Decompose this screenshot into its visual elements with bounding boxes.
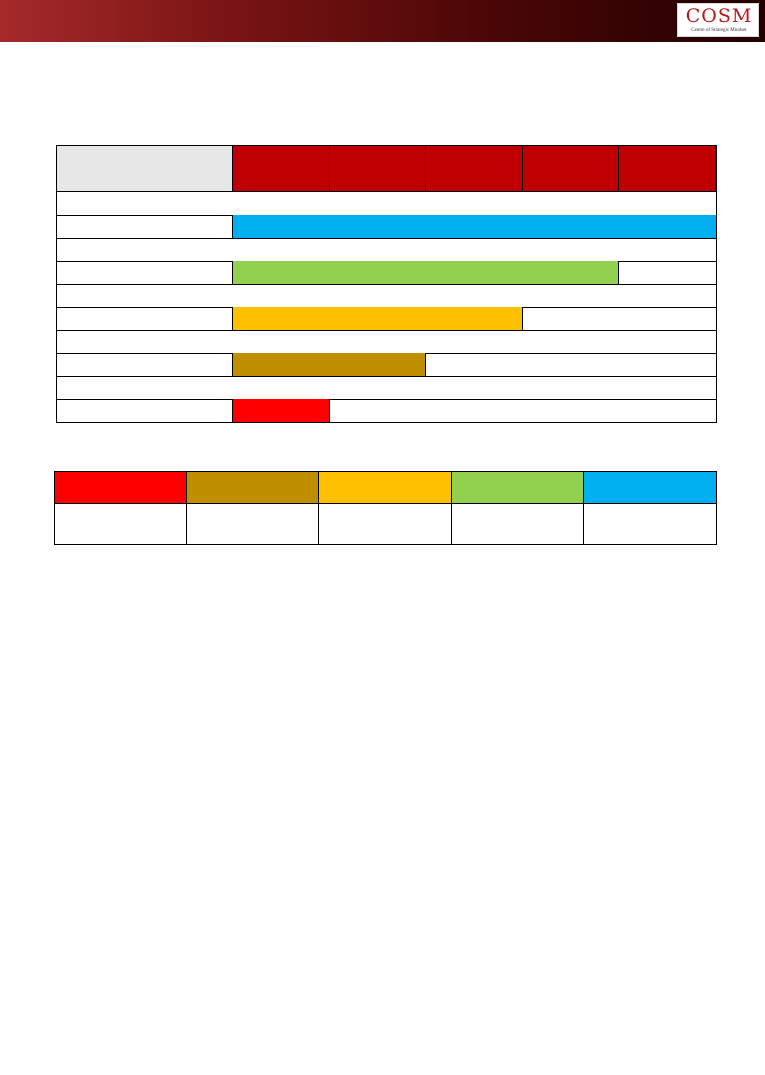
- cosm-logo: COSM Centre of Strategic Mindset: [677, 3, 759, 37]
- matrix-header-label-cell: [57, 146, 233, 192]
- matrix-header-level-4: [522, 146, 620, 192]
- level-matrix-table: [56, 145, 717, 423]
- legend-description-cell: [452, 504, 584, 544]
- matrix-row-divider: [57, 376, 716, 377]
- matrix-row-label-cell: [57, 307, 233, 330]
- legend-swatch: [451, 472, 584, 504]
- matrix-row-divider: [57, 284, 716, 285]
- legend-swatch: [583, 472, 716, 504]
- color-legend-table: [54, 471, 717, 545]
- logo-subtitle: Centre of Strategic Mindset: [691, 28, 747, 33]
- matrix-header-level-5: [619, 146, 716, 192]
- legend-swatch: [187, 472, 320, 504]
- level-bar: [233, 307, 523, 330]
- header-band: COSM Centre of Strategic Mindset: [0, 0, 765, 42]
- matrix-row-label-cell: [57, 261, 233, 284]
- legend-swatch: [319, 472, 452, 504]
- logo-text: COSM: [685, 5, 753, 27]
- legend-description-cell: [187, 504, 320, 544]
- matrix-spacer-row: [57, 399, 716, 400]
- legend-description-cell: [319, 504, 452, 544]
- matrix-row-label-cell: [57, 215, 233, 238]
- level-bar: [233, 399, 330, 422]
- matrix-header-level-2: [329, 146, 427, 192]
- matrix-row-divider: [57, 238, 716, 239]
- level-bar: [233, 353, 427, 376]
- legend-swatch: [55, 472, 188, 504]
- level-bar: [233, 215, 716, 238]
- matrix-row-label-cell: [57, 399, 233, 422]
- matrix-row-label-cell: [57, 353, 233, 376]
- legend-description-cell: [584, 504, 716, 544]
- matrix-row-divider: [57, 330, 716, 331]
- matrix-header-level-1: [233, 146, 330, 192]
- legend-description-cell: [55, 504, 188, 544]
- level-bar: [233, 261, 620, 284]
- matrix-header-level-3: [426, 146, 523, 192]
